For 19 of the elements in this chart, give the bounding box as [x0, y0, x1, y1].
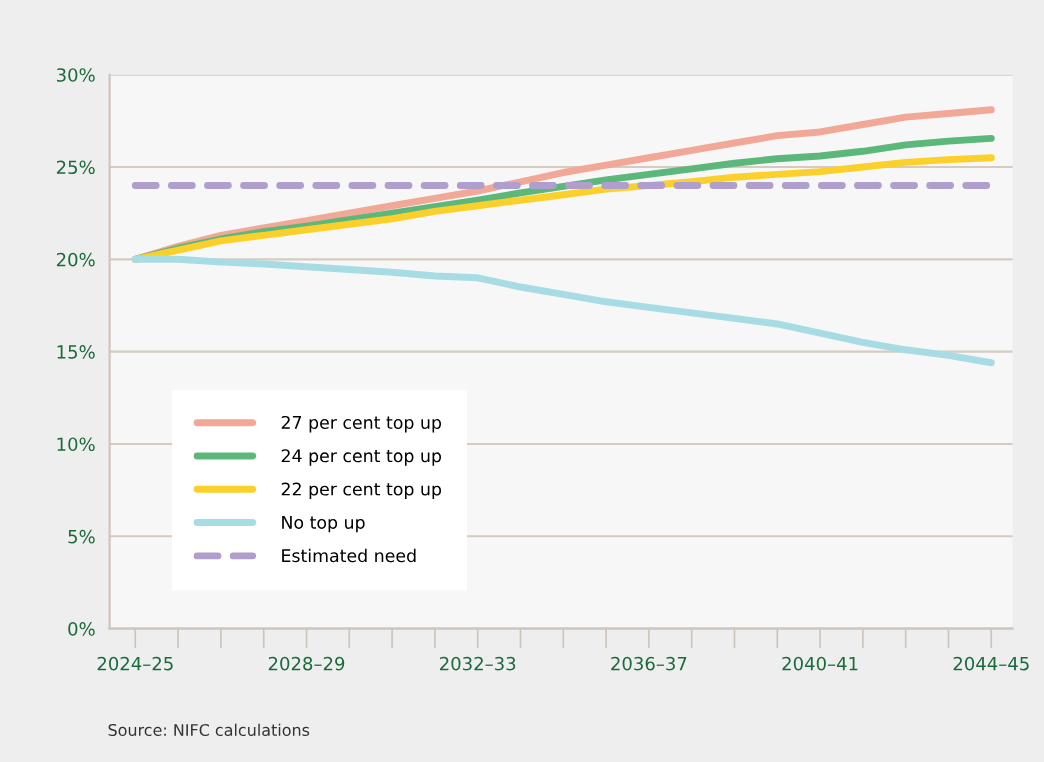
x-tick-label: 2028–29 — [268, 656, 345, 671]
x-tick-label: 2044–45 — [953, 656, 1029, 671]
legend-label: 24 per cent top up — [281, 449, 442, 466]
x-tick-label: 2024–25 — [97, 656, 173, 671]
y-tick-label: 5% — [68, 529, 95, 544]
x-tick-label: 2040–41 — [782, 656, 858, 671]
legend-label: Estimated need — [282, 548, 416, 563]
y-tick-label: 25% — [56, 160, 95, 175]
legend-label: No top up — [282, 516, 365, 533]
y-tick-label: 30% — [56, 68, 95, 82]
legend-label: 22 per cent top up — [281, 482, 442, 499]
y-tick-label: 15% — [57, 345, 95, 359]
y-tick-label: 0% — [68, 622, 95, 636]
x-tick-label: 2032–33 — [440, 656, 516, 671]
source-note: Source: NIFC calculations — [108, 723, 310, 737]
legend-label: 27 per cent top up — [281, 415, 442, 433]
y-tick-label: 10% — [57, 437, 95, 452]
y-tick-label: 20% — [56, 252, 95, 267]
x-tick-label: 2036–37 — [611, 656, 687, 671]
